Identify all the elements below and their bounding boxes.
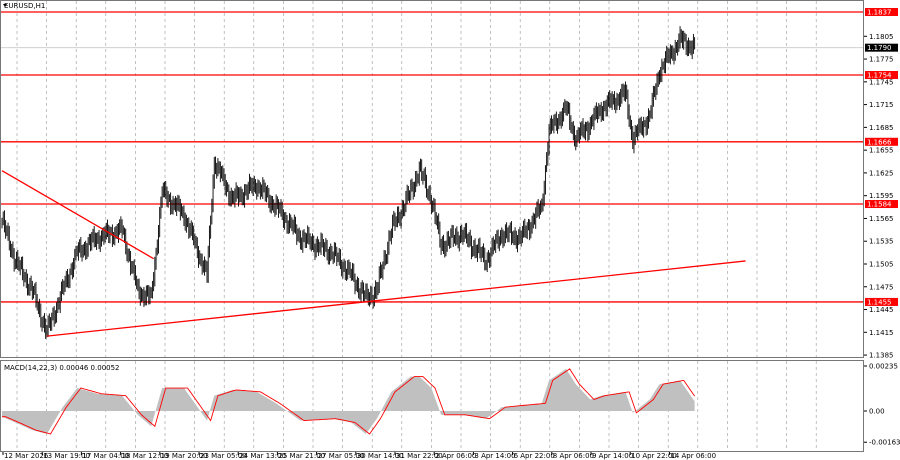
level-price-label: 1.1837 bbox=[867, 9, 892, 17]
level-price-tag bbox=[865, 137, 898, 146]
level-price-tag bbox=[865, 297, 898, 306]
x-tick-label: 12 Mar 2026 bbox=[4, 452, 49, 460]
chart-title: EURUSD,H1 bbox=[4, 2, 45, 10]
y-tick-label: 1.1625 bbox=[869, 169, 894, 177]
x-tick-label: 8 Apr 06:00 bbox=[553, 452, 594, 460]
current-price-label: 1.1790 bbox=[867, 44, 892, 52]
x-tick-label: 6 Apr 22:00 bbox=[514, 452, 555, 460]
y-tick-label: 1.1595 bbox=[869, 192, 894, 200]
x-tick-label: 9 Apr 14:00 bbox=[592, 452, 633, 460]
level-price-label: 1.1666 bbox=[867, 138, 892, 146]
y-tick-label: 1.1475 bbox=[869, 283, 894, 291]
x-tick-label: 2 Apr 06:00 bbox=[435, 452, 476, 460]
x-tick-label: 25 Mar 21:00 bbox=[278, 452, 325, 460]
macd-panel bbox=[2, 368, 695, 435]
y-tick-label: 1.1715 bbox=[869, 101, 894, 109]
y-tick-label: 1.1775 bbox=[869, 56, 894, 64]
level-price-tag bbox=[865, 70, 898, 79]
x-tick-label: 19 Mar 20:00 bbox=[161, 452, 208, 460]
y-tick-label: 1.1385 bbox=[869, 352, 894, 360]
macd-histogram bbox=[2, 368, 695, 434]
main-plot-frame bbox=[0, 0, 864, 358]
macd-plot-frame bbox=[0, 360, 864, 452]
current-price-tag bbox=[865, 43, 898, 52]
trendlines[interactable] bbox=[1, 170, 746, 337]
price-axis: 1.1837 1.1754 1.1666 1.1584 1.1455 1.1790 1.18… bbox=[864, 8, 900, 447]
y-tick-label: 1.1505 bbox=[869, 260, 894, 268]
dropdown-arrow-icon[interactable] bbox=[3, 4, 7, 7]
x-tick-label: 17 Mar 04:00 bbox=[82, 452, 129, 460]
x-tick-label: 31 Mar 22:00 bbox=[396, 452, 443, 460]
x-tick-label: 14 Apr 06:00 bbox=[670, 452, 716, 460]
level-price-label: 1.1754 bbox=[867, 71, 892, 79]
level-price-label: 1.1455 bbox=[867, 298, 892, 306]
y-tick-label: 1.1805 bbox=[869, 33, 894, 41]
macd-y-tick-label: 0.00235 bbox=[869, 363, 898, 371]
x-tick-label: 13 Mar 19:00 bbox=[43, 452, 90, 460]
level-price-tag bbox=[865, 200, 898, 209]
x-tick-label: 23 Mar 05:00 bbox=[200, 452, 247, 460]
x-tick-label: 30 Mar 14:00 bbox=[357, 452, 404, 460]
x-tick-label: 3 Apr 14:00 bbox=[474, 452, 515, 460]
candles bbox=[1, 26, 696, 339]
y-tick-label: 1.1535 bbox=[869, 238, 894, 246]
y-tick-label: 1.1565 bbox=[869, 215, 894, 223]
y-tick-label: 1.1445 bbox=[869, 306, 894, 314]
y-tick-label: 1.1655 bbox=[869, 147, 894, 155]
macd-y-tick-label: 0.00 bbox=[869, 408, 885, 416]
y-tick-label: 1.1685 bbox=[869, 124, 894, 132]
trendline bbox=[1, 170, 154, 260]
macd-signal-line bbox=[2, 368, 695, 435]
y-tick-label: 1.1415 bbox=[869, 329, 894, 337]
level-price-tag bbox=[865, 8, 898, 16]
x-tick-label: 18 Mar 12:00 bbox=[122, 452, 169, 460]
macd-label: MACD(14,22,3) 0.00046 0.00052 bbox=[4, 364, 120, 372]
trendline bbox=[46, 260, 746, 337]
x-tick-label: 27 Mar 05:00 bbox=[318, 452, 365, 460]
macd-y-tick-label: -0.00163 bbox=[869, 439, 900, 447]
y-tick-label: 1.1745 bbox=[869, 78, 894, 86]
x-tick-label: 10 Apr 22:00 bbox=[631, 452, 677, 460]
level-price-label: 1.1584 bbox=[867, 201, 892, 209]
x-tick-label: 24 Mar 13:00 bbox=[239, 452, 286, 460]
